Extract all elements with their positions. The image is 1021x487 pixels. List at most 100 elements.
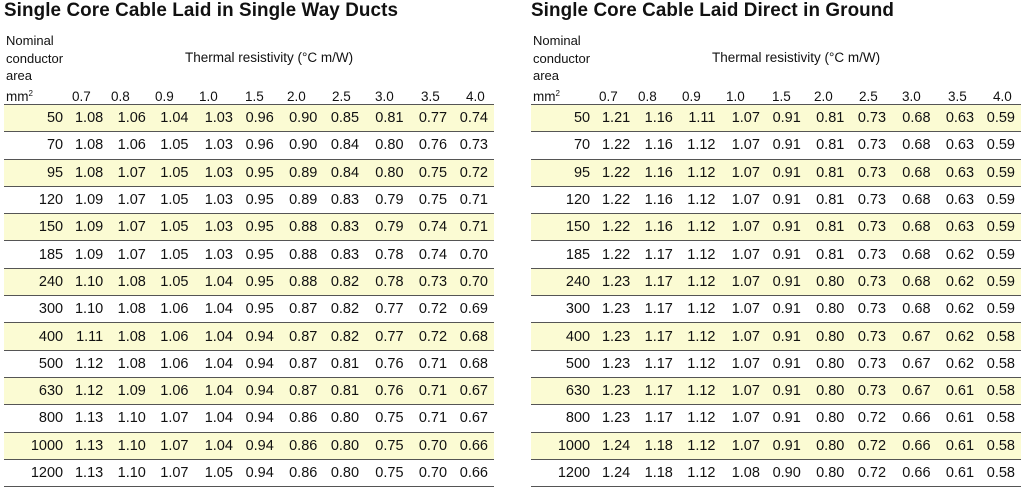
table-row: 630 1.12 1.09 1.06 1.04 0.94 0.87 0.81 0.76 0.71 0…: [4, 376, 494, 405]
rating-factor-cell: 0.94: [234, 458, 276, 487]
rating-factor-cell: 1.17: [632, 322, 675, 351]
unit-label: mm2: [6, 89, 33, 104]
conductor-area-cell: 1000: [531, 431, 595, 460]
rating-factor-cell: 1.16: [632, 131, 675, 160]
rating-factor-cell: 0.82: [319, 295, 362, 323]
table-row: 50 1.21 1.16 1.11 1.07 0.91 0.81 0.73 0.68 0.63 0.…: [531, 103, 1021, 132]
rating-factor-cell: 0.95: [234, 267, 276, 296]
rating-factor-cell: 1.08: [105, 295, 148, 323]
rating-factor-cell: 0.62: [932, 322, 977, 351]
rating-factor-cell: 1.11: [67, 322, 106, 351]
rating-factor-cell: 0.91: [761, 213, 803, 241]
resistivity-column-header: 3.0: [375, 89, 394, 104]
rating-factor-cell: 0.61: [932, 431, 977, 460]
rating-factor-cell: 0.72: [846, 431, 889, 460]
rating-factor-cell: 1.05: [147, 213, 191, 241]
rating-factor-cell: 1.07: [147, 458, 191, 487]
rating-factor-cell: 1.07: [717, 431, 762, 460]
rating-factor-cell: 1.16: [632, 213, 675, 241]
rating-factor-cell: 0.94: [234, 322, 276, 351]
rating-factor-cell: 0.72: [846, 458, 889, 487]
rating-factor-cell: 1.07: [717, 376, 762, 405]
conductor-area-cell: 240: [531, 267, 595, 296]
rating-factor-cell: 1.04: [190, 404, 235, 433]
rating-factor-cell: 1.22: [594, 131, 633, 160]
rating-factor-cell: 1.16: [632, 185, 675, 214]
rating-factor-cell: 1.21: [594, 103, 633, 132]
rating-factor-cell: 0.77: [361, 295, 406, 323]
rating-factor-cell: 0.66: [449, 431, 494, 460]
rating-factor-cell: 0.81: [361, 103, 406, 132]
table-header: Nominal conductor area Thermal resistivi…: [531, 22, 1021, 102]
rating-factor-table: 50 1.21 1.16 1.11 1.07 0.91 0.81 0.73 0.68 0.63 0.…: [531, 103, 1021, 487]
table-row: 800 1.13 1.10 1.07 1.04 0.94 0.86 0.80 0.75 0.71 0…: [4, 404, 494, 433]
conductor-area-cell: 400: [531, 322, 595, 351]
rating-factor-cell: 1.12: [674, 213, 718, 241]
resistivity-column-header: 0.7: [599, 89, 618, 104]
resistivity-column-header: 2.0: [287, 89, 306, 104]
thermal-resistivity-label: Thermal resistivity (°C m/W): [712, 50, 881, 65]
rating-factor-cell: 0.82: [319, 322, 362, 351]
nominal-line: area: [533, 68, 560, 83]
rating-factor-cell: 0.68: [888, 131, 933, 160]
rating-factor-cell: 1.23: [594, 376, 633, 405]
table-row: 70 1.08 1.06 1.05 1.03 0.96 0.90 0.84 0.80 0.76 0.…: [4, 131, 494, 160]
rating-factor-cell: 0.59: [976, 131, 1021, 160]
resistivity-column-header: 4.0: [993, 89, 1012, 104]
table-row: 500 1.12 1.08 1.06 1.04 0.94 0.87 0.81 0.76 0.71 0…: [4, 349, 494, 378]
rating-factor-cell: 1.12: [674, 158, 718, 187]
rating-factor-cell: 0.68: [888, 185, 933, 214]
rating-factor-cell: 0.59: [976, 267, 1021, 296]
rating-factor-cell: 0.63: [932, 131, 977, 160]
rating-factor-cell: 0.78: [361, 240, 406, 269]
rating-factor-cell: 1.08: [67, 131, 106, 160]
rating-factor-cell: 1.03: [190, 240, 235, 269]
rating-factor-cell: 0.72: [405, 295, 450, 323]
conductor-area-cell: 500: [4, 349, 68, 378]
rating-factor-cell: 0.81: [802, 240, 847, 269]
conductor-area-cell: 150: [531, 213, 595, 241]
rating-factor-cell: 0.80: [802, 295, 847, 323]
rating-factor-cell: 0.71: [449, 213, 494, 241]
rating-factor-cell: 1.07: [717, 267, 762, 296]
rating-factor-cell: 1.03: [190, 213, 235, 241]
rating-factor-cell: 0.73: [846, 185, 889, 214]
rating-factor-cell: 0.81: [802, 213, 847, 241]
rating-factor-cell: 0.96: [234, 131, 276, 160]
rating-factor-cell: 0.83: [319, 185, 362, 214]
rating-factor-cell: 1.23: [594, 267, 633, 296]
rating-factor-cell: 0.88: [275, 267, 320, 296]
conductor-area-cell: 185: [4, 240, 68, 269]
resistivity-column-header: 0.9: [682, 89, 701, 104]
table-row: 150 1.09 1.07 1.05 1.03 0.95 0.88 0.83 0.79 0.74 0…: [4, 213, 494, 241]
rating-factor-cell: 0.83: [319, 240, 362, 269]
table-row: 300 1.10 1.08 1.06 1.04 0.95 0.87 0.82 0.77 0.72 0…: [4, 295, 494, 323]
ground-table-panel: Single Core Cable Laid Direct in Ground …: [531, 0, 1021, 487]
rating-factor-cell: 0.70: [405, 458, 450, 487]
rating-factor-cell: 1.22: [594, 213, 633, 241]
nominal-line: area: [6, 68, 33, 83]
rating-factor-cell: 1.18: [632, 458, 675, 487]
rating-factor-cell: 0.90: [761, 458, 803, 487]
rating-factor-cell: 0.73: [846, 322, 889, 351]
resistivity-column-header: 3.5: [421, 89, 440, 104]
table-row: 240 1.23 1.17 1.12 1.07 0.91 0.80 0.73 0.68 0.62 0…: [531, 267, 1021, 296]
table-row: 50 1.08 1.06 1.04 1.03 0.96 0.90 0.85 0.81 0.77 0.…: [4, 103, 494, 132]
rating-factor-cell: 0.80: [361, 131, 406, 160]
rating-factor-cell: 0.89: [275, 185, 320, 214]
rating-factor-cell: 0.80: [361, 158, 406, 187]
rating-factor-cell: 1.07: [147, 404, 191, 433]
table-title: Single Core Cable Laid in Single Way Duc…: [4, 0, 399, 21]
conductor-area-cell: 300: [4, 295, 68, 323]
rating-factor-cell: 1.05: [147, 185, 191, 214]
rating-factor-cell: 1.12: [67, 376, 106, 405]
rating-factor-cell: 1.08: [105, 322, 148, 351]
rating-factor-cell: 1.09: [67, 185, 106, 214]
rating-factor-cell: 1.10: [105, 431, 148, 460]
rating-factor-cell: 1.06: [105, 103, 148, 132]
rating-factor-cell: 0.62: [932, 349, 977, 378]
rating-factor-cell: 1.17: [632, 349, 675, 378]
rating-factor-cell: 1.12: [674, 185, 718, 214]
rating-factor-cell: 0.80: [319, 458, 362, 487]
rating-factor-cell: 0.70: [449, 267, 494, 296]
